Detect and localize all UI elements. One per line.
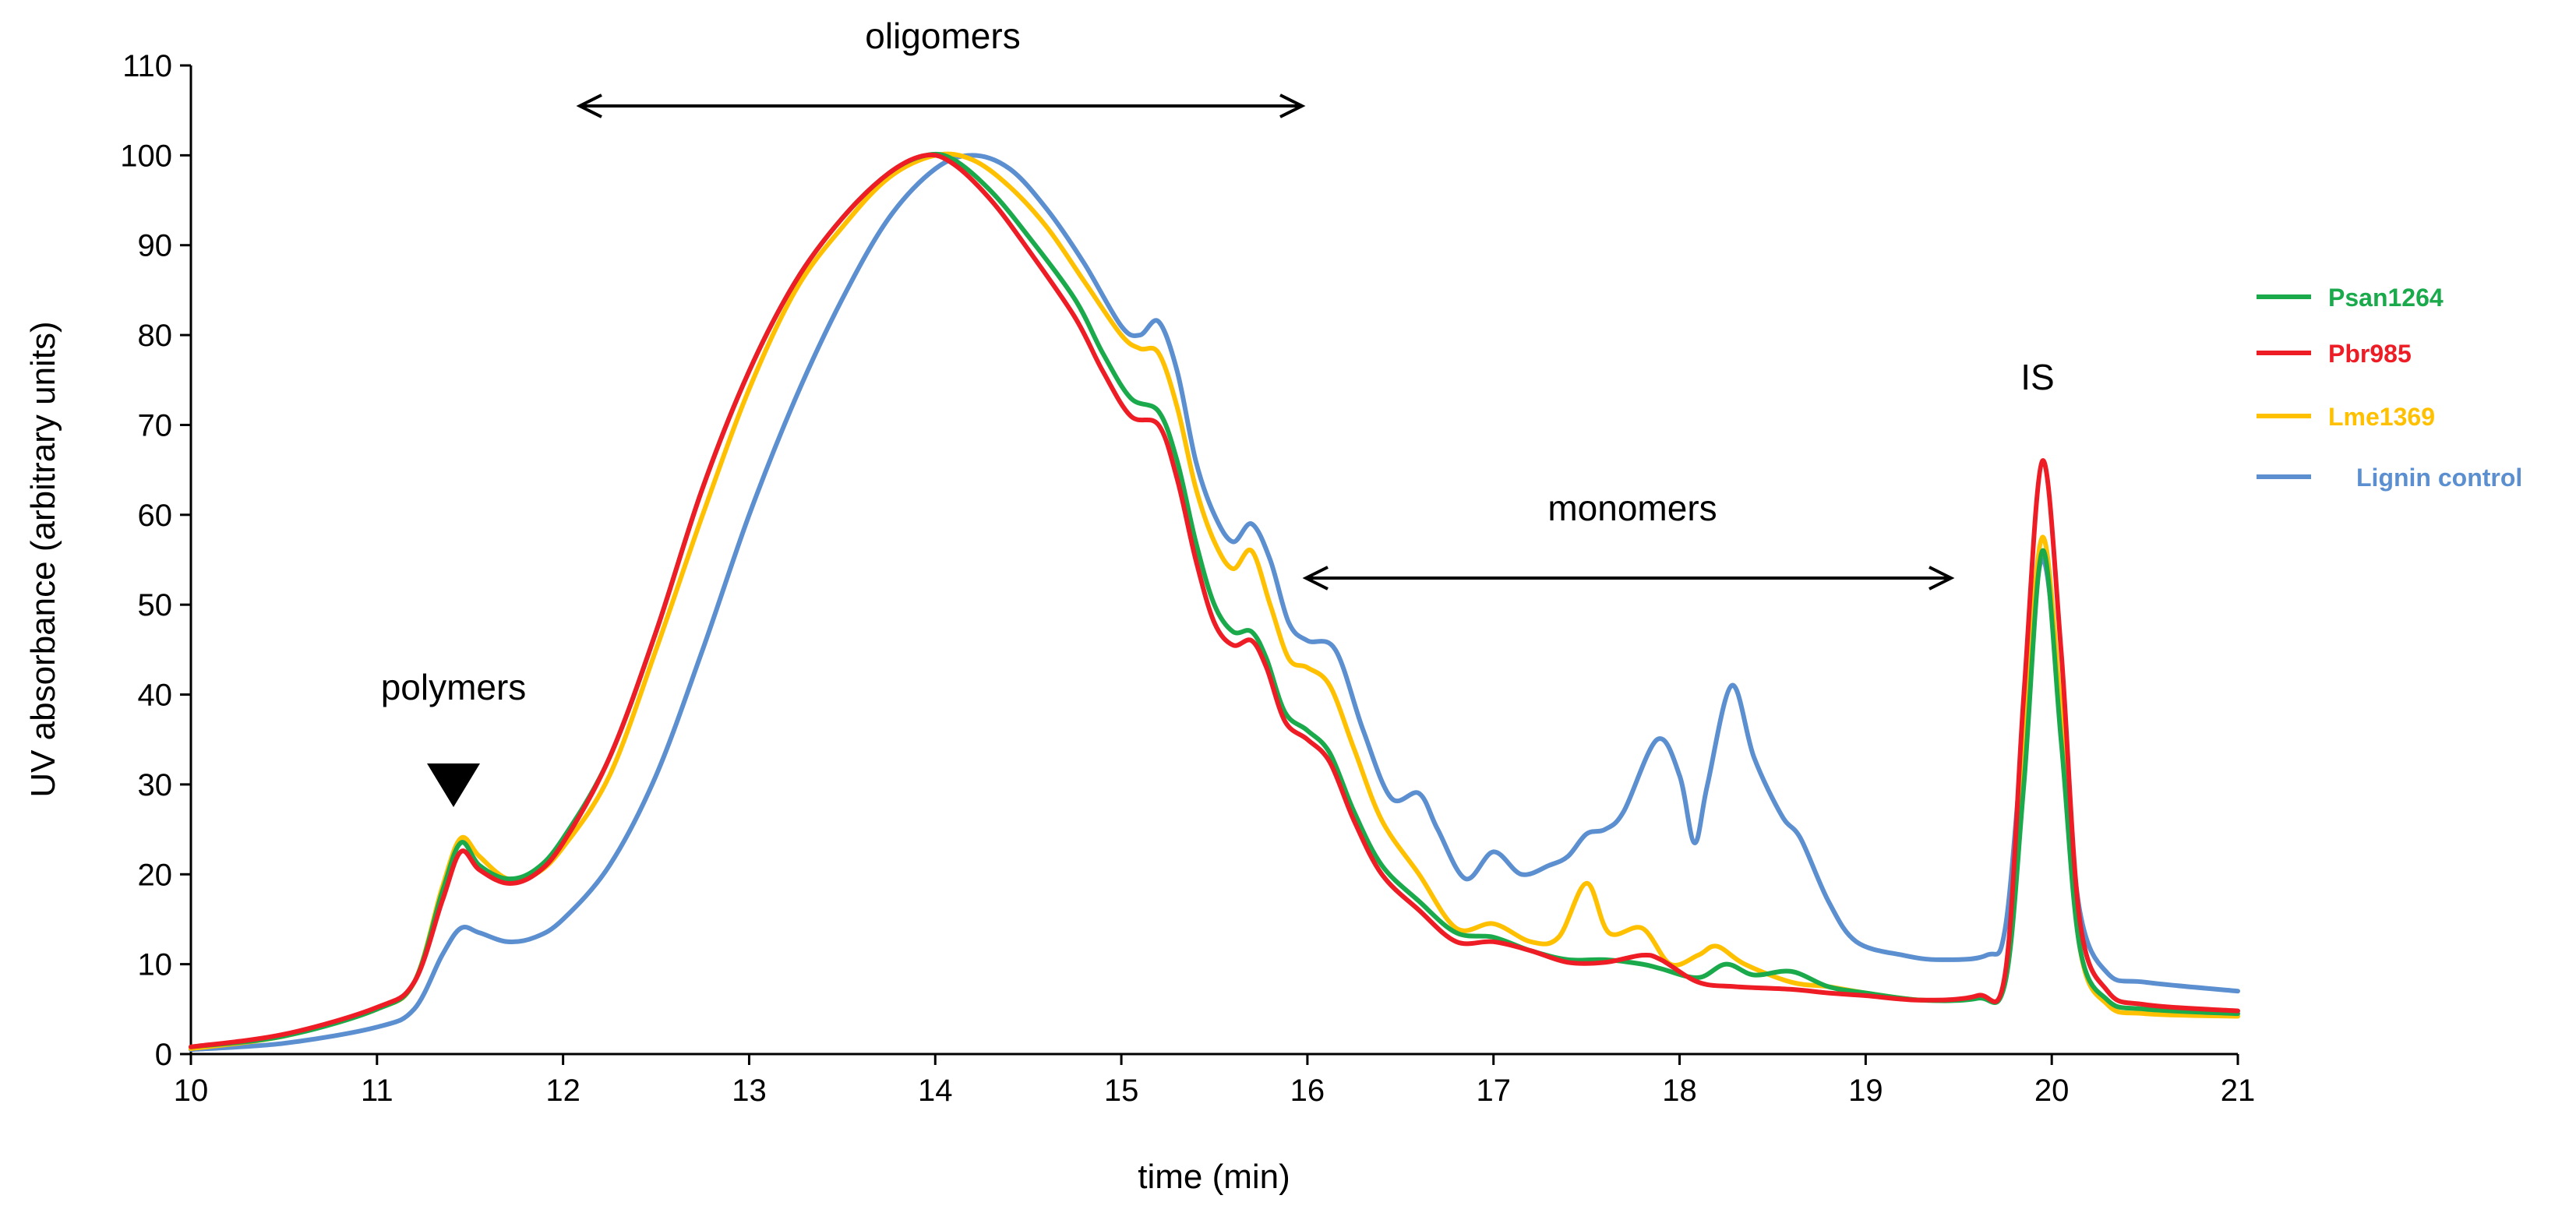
x-tick-label: 19 (1848, 1074, 1883, 1108)
annotation-oligomers: oligomers (865, 16, 1020, 56)
polymers-marker-icon (427, 763, 480, 807)
y-tick-label: 70 (138, 408, 173, 443)
x-tick-label: 12 (545, 1074, 580, 1108)
x-axis-title: time (min) (1138, 1158, 1290, 1196)
series-lines (189, 151, 2240, 1053)
y-tick-label: 30 (138, 768, 173, 802)
y-tick-label: 110 (122, 49, 172, 83)
x-tick-label: 18 (1662, 1074, 1697, 1108)
y-tick-label: 60 (138, 499, 173, 533)
legend-label-lignin-control: Lignin control (2356, 464, 2522, 492)
x-tick-label: 16 (1290, 1074, 1325, 1108)
series-line-lignin-control (189, 153, 2240, 1053)
x-tick-label: 15 (1104, 1074, 1139, 1108)
annotation-is: IS (2020, 357, 2054, 397)
x-tick-label: 11 (361, 1074, 393, 1108)
x-tick-label: 17 (1476, 1074, 1511, 1108)
legend-label-psan1264: Psan1264 (2328, 284, 2444, 312)
y-tick-label: 50 (138, 588, 173, 622)
y-tick-label: 100 (120, 139, 172, 173)
series-line-psan1264 (189, 151, 2240, 1049)
x-tick-label: 10 (174, 1074, 209, 1108)
legend-label-lme1369: Lme1369 (2328, 403, 2435, 431)
x-tick-label: 20 (2034, 1074, 2070, 1108)
x-tick-label: 13 (732, 1074, 767, 1108)
y-tick-label: 90 (138, 229, 173, 263)
y-tick-label: 40 (138, 679, 173, 713)
y-ticks: 0 10 20 30 40 50 60 70 80 90 100 110 (120, 49, 191, 1072)
y-tick-label: 80 (138, 319, 173, 353)
legend-label-pbr985: Pbr985 (2328, 340, 2412, 368)
y-tick-label: 20 (138, 858, 173, 892)
monomers-arrow (1302, 566, 1955, 591)
series-line-pbr985 (189, 152, 2240, 1049)
annotation-monomers: monomers (1547, 488, 1717, 528)
oligomers-arrow (576, 93, 1306, 118)
y-axis-title: UV absorbance (arbitrary units) (24, 321, 62, 797)
x-tick-label: 21 (2221, 1074, 2256, 1108)
y-tick-label: 0 (155, 1038, 172, 1072)
y-tick-label: 10 (138, 948, 173, 982)
legend: Psan1264 Pbr985 Lme1369 Lignin control (2257, 284, 2522, 492)
x-ticks: 10 11 12 13 14 15 16 17 18 19 20 21 (174, 1054, 2256, 1108)
x-tick-label: 14 (918, 1074, 953, 1108)
annotation-polymers: polymers (381, 667, 527, 707)
